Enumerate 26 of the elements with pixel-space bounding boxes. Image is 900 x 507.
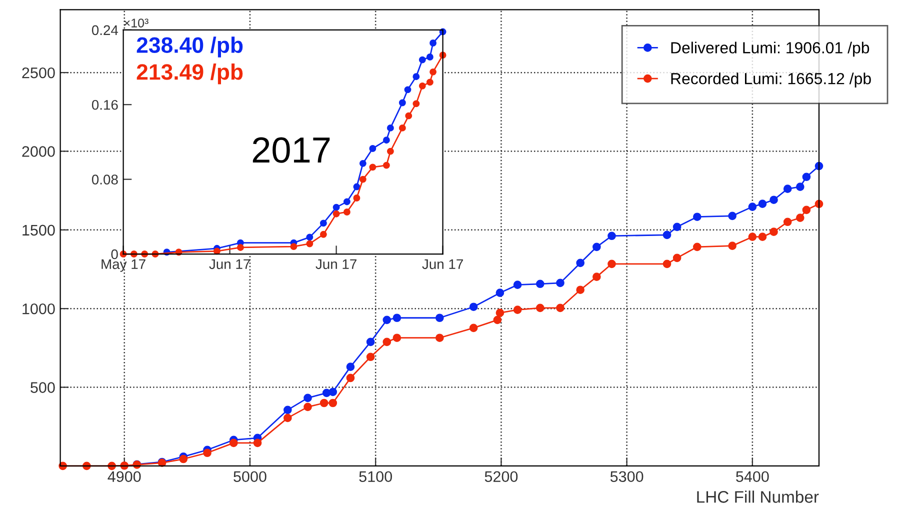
- x-axis-title: LHC Fill Number: [697, 490, 819, 503]
- x-tick-label: 5200: [484, 471, 518, 482]
- x-tick-label: 5000: [234, 471, 266, 482]
- y-tick-label: 0.08: [92, 174, 118, 184]
- x-tick-label: 5400: [736, 471, 769, 482]
- y-tick-label: 1500: [22, 224, 55, 236]
- x-tick-label: 4900: [108, 471, 141, 482]
- y-tick-label: 0: [111, 249, 118, 260]
- x-tick-label: Jun 17: [209, 259, 250, 270]
- y-tick-label: 2000: [22, 146, 55, 157]
- y-tick-label: 0.16: [92, 100, 118, 110]
- y-tick-label: 500: [30, 382, 55, 393]
- x-tick-label: Jun 17: [422, 259, 463, 270]
- x-tick-label: 5100: [359, 471, 392, 482]
- legend-label: Delivered Lumi: 1906.01 /pb: [671, 42, 870, 57]
- y-tick-label: 1000: [22, 303, 55, 314]
- annotation: 2017: [252, 137, 330, 163]
- annotation: 213.49 /pb: [136, 64, 243, 84]
- x-tick-label: May 17: [102, 259, 146, 272]
- y-tick-label: 0.24: [92, 25, 118, 36]
- legend-label: Recorded Lumi: 1665.12 /pb: [671, 72, 871, 88]
- x-tick-label: 5300: [610, 471, 644, 482]
- x-tick-label: Jun 17: [316, 259, 356, 270]
- annotation: 238.40 /pb: [136, 36, 243, 58]
- y-tick-label: 2500: [22, 67, 55, 78]
- annotation: ×10³: [124, 18, 148, 28]
